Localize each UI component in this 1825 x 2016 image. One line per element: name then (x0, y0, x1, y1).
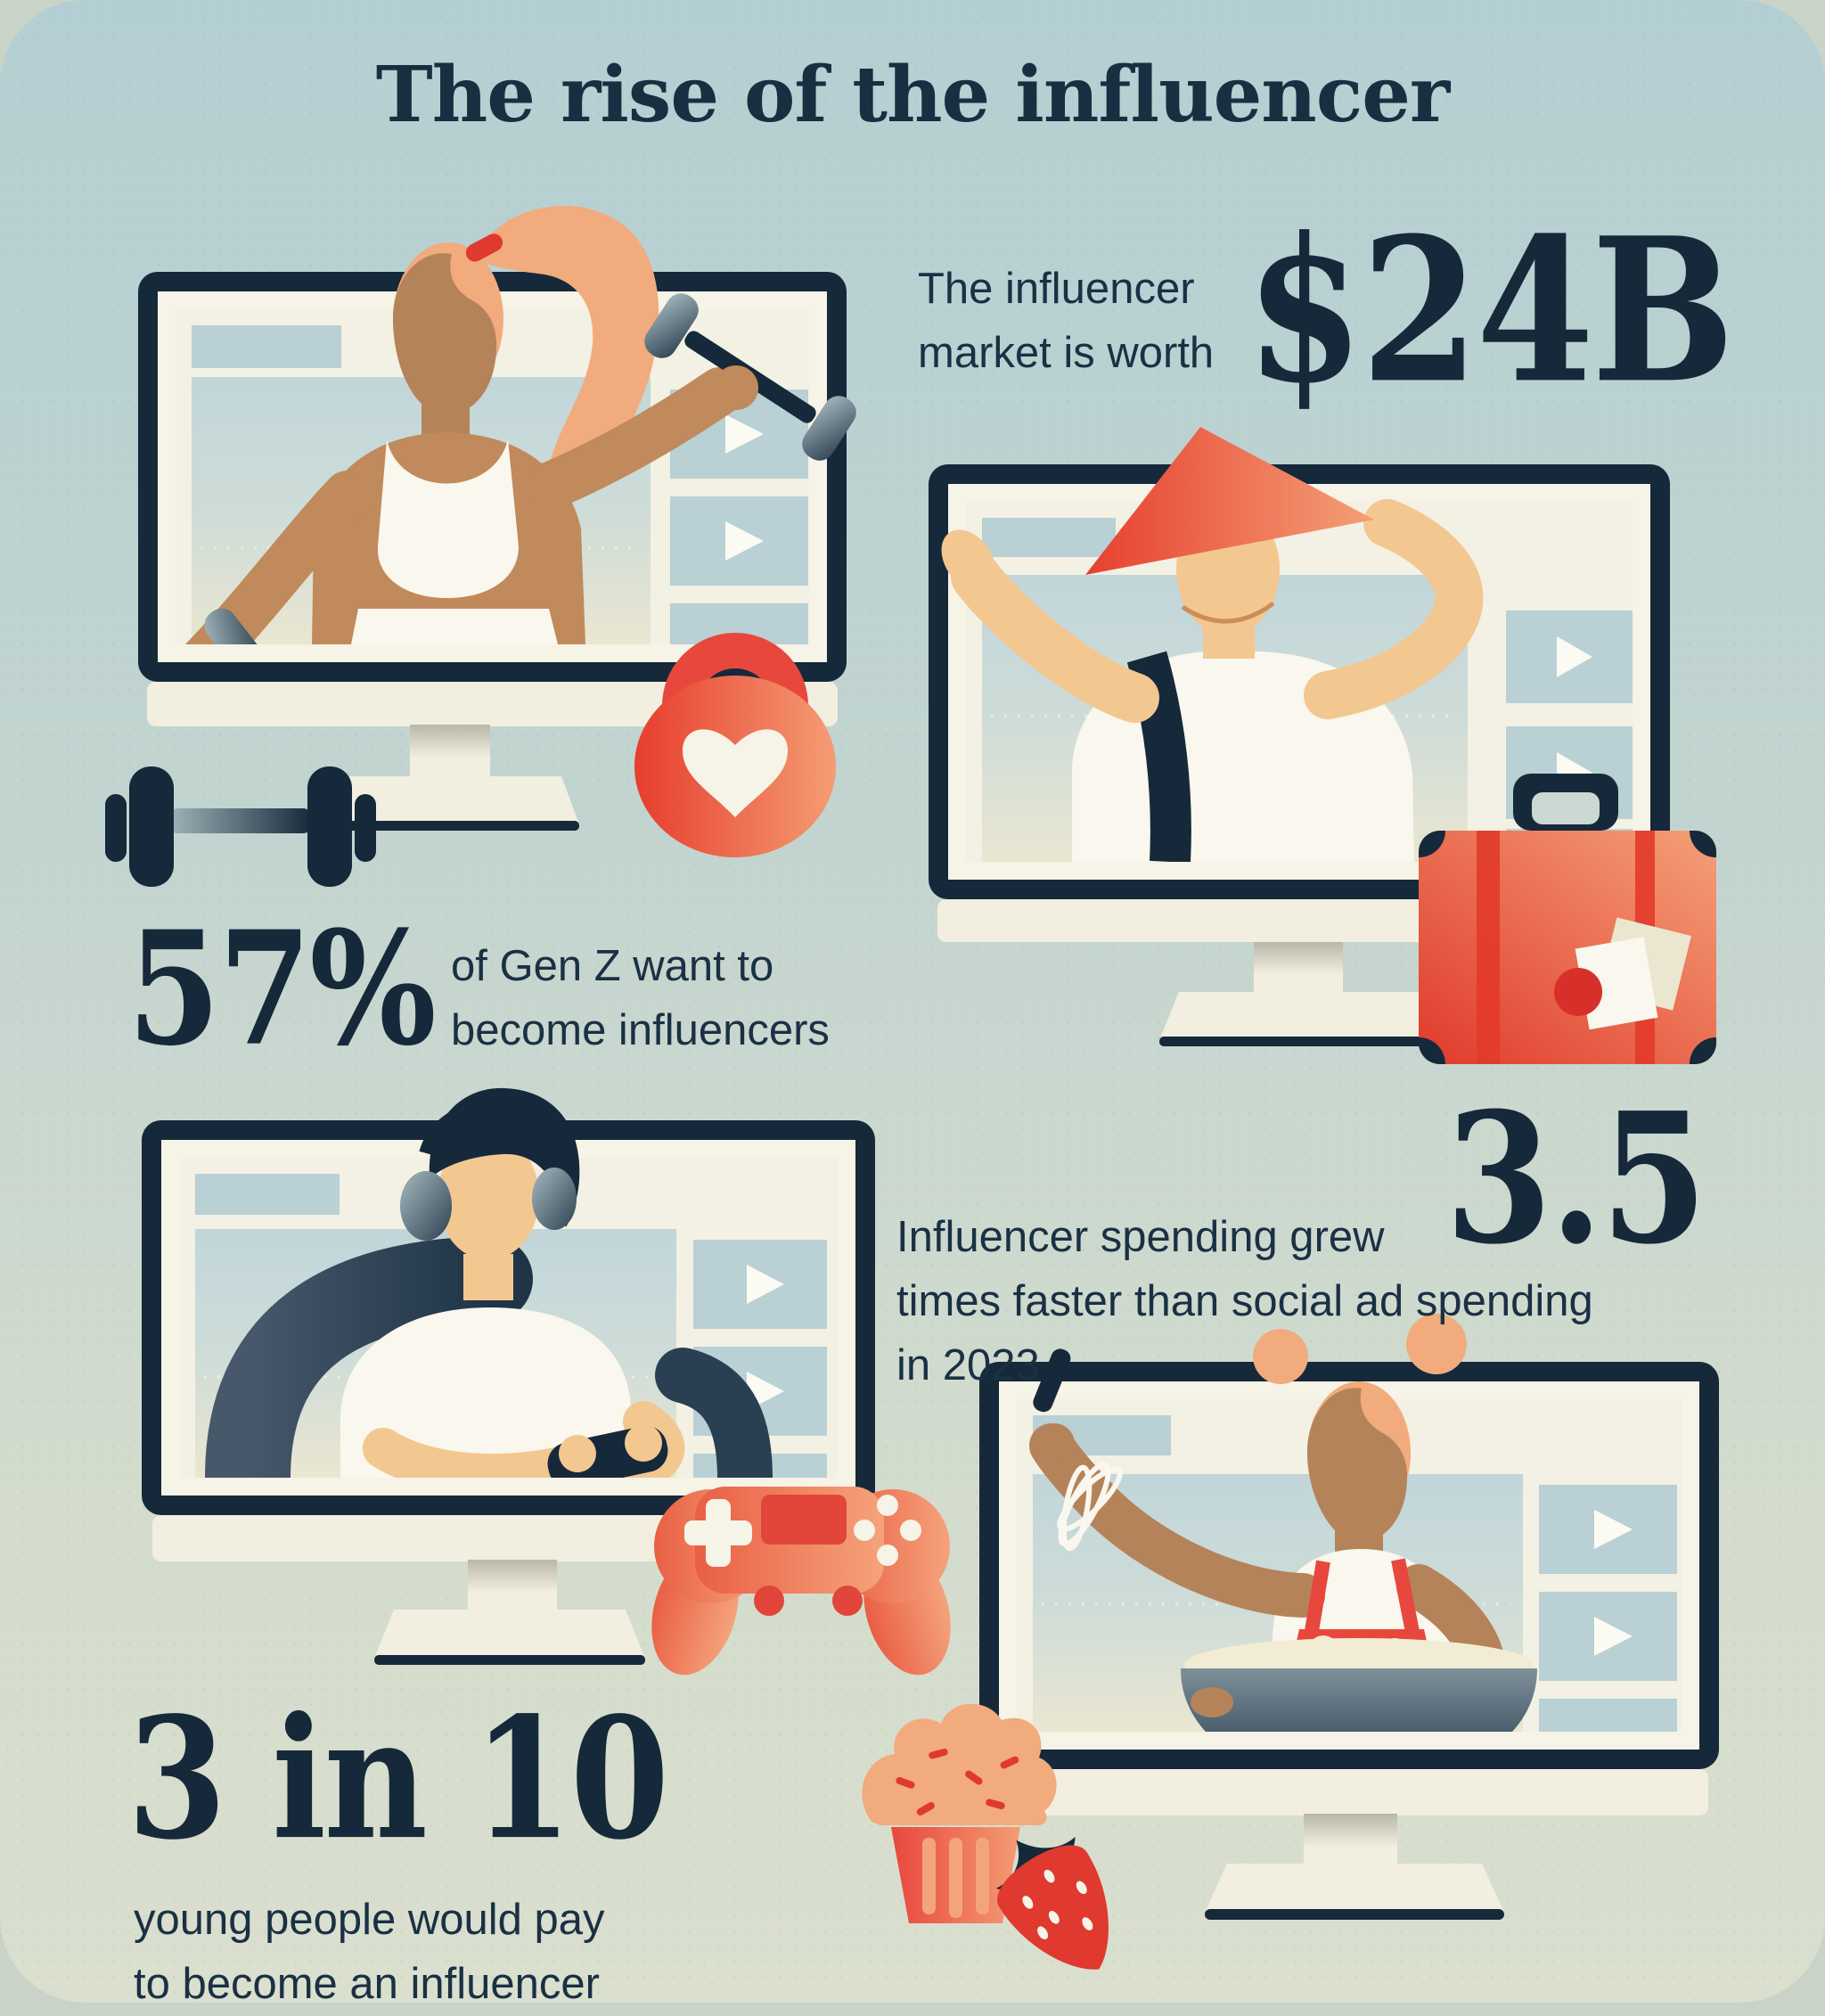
gaming-influencer-figure (205, 1087, 773, 1478)
hair-tie (465, 234, 503, 262)
skirt (351, 609, 558, 644)
button (900, 1520, 921, 1541)
hand (625, 1424, 662, 1462)
conical-hat-icon (1085, 427, 1374, 575)
whisk-icon (1033, 1348, 1123, 1552)
face (393, 253, 497, 415)
page-title: The rise of the influencer (375, 50, 1450, 140)
play-icon (1594, 1510, 1633, 1549)
scene-cooking-influencer (862, 1314, 1719, 1970)
gaming-chair (205, 1236, 533, 1478)
button (877, 1495, 898, 1516)
hand (559, 1435, 596, 1472)
hand (941, 529, 996, 592)
ponytail (477, 206, 659, 492)
button (854, 1520, 875, 1541)
neck (1335, 1503, 1383, 1553)
hair (429, 1087, 580, 1227)
scene-gaming-influencer (142, 1087, 951, 1676)
thumbstick (754, 1586, 784, 1616)
arm-on-hat (1304, 499, 1484, 719)
play-icon (1594, 1617, 1633, 1656)
cooking-influencer-figure (1029, 1314, 1537, 1732)
chin-strap (1181, 601, 1275, 624)
neck (421, 386, 470, 438)
stat-genz-value: 57% (127, 897, 437, 1081)
play-icon (747, 1265, 784, 1304)
neck (463, 1254, 513, 1300)
dpad-icon (684, 1520, 752, 1545)
play-icon (725, 521, 764, 561)
t-shirt (340, 1307, 631, 1478)
video-thumbnail (1539, 1699, 1677, 1732)
sports-top (377, 439, 519, 598)
right-arm (527, 367, 744, 510)
stat-market-label: The influencer market is worth (918, 265, 1215, 378)
whisk-arm (1029, 1423, 1325, 1618)
batter (1380, 1638, 1409, 1667)
headphone-earcup (400, 1171, 452, 1241)
hand (714, 365, 758, 410)
game-controller-icon (651, 1487, 951, 1676)
apron-strap (1304, 1560, 1330, 1638)
batter (1308, 1635, 1338, 1666)
hand (1191, 1687, 1233, 1717)
batter (1242, 1643, 1271, 1672)
batter (1444, 1647, 1469, 1672)
hair-bun (1253, 1329, 1308, 1384)
touchpad (761, 1495, 847, 1545)
play-icon (725, 414, 764, 454)
headphone-earcup (532, 1168, 577, 1230)
muffin-icon (862, 1703, 1057, 1923)
stat-genz-label: of Gen Z want to become influencers (451, 942, 830, 1055)
gaming-chair (655, 1348, 773, 1478)
browser-tab (192, 325, 341, 368)
scene-travel-influencer (929, 427, 1716, 1064)
suitcase-icon (1419, 774, 1716, 1064)
kettlebell-heart-icon (634, 633, 836, 857)
browser-tab (195, 1174, 340, 1215)
fitness-influencer-figure (184, 206, 856, 644)
mixing-bowl-icon (1181, 1668, 1537, 1732)
left-arm (184, 471, 372, 644)
sticker (1554, 968, 1602, 1016)
monitor-stand (990, 1769, 1708, 1920)
stat-spending-label: Influencer spending grew times faster th… (896, 1213, 1593, 1390)
button (877, 1545, 898, 1566)
hand (1034, 1423, 1075, 1464)
stat-pay-label: young people would pay to become an infl… (134, 1896, 605, 2009)
stat-pay-value: 3 in 10 (127, 1680, 669, 1877)
apron-strap (1391, 1558, 1420, 1638)
scene-fitness-influencer (105, 206, 856, 887)
dumbbell-icon (204, 608, 261, 644)
strawberry-icon (995, 1837, 1109, 1970)
heart-icon (683, 729, 788, 817)
backpack-strap (1126, 651, 1191, 862)
browser-tab (982, 518, 1116, 557)
hair-bun (1406, 1314, 1467, 1374)
thumbstick (832, 1586, 863, 1616)
play-icon (1557, 636, 1592, 677)
face (438, 1134, 539, 1260)
travel-influencer-figure (941, 427, 1484, 862)
stat-market-value: $24B (1246, 194, 1735, 428)
dumbbell-icon (105, 766, 376, 887)
stat-spending-value: 3.5 (1445, 1072, 1707, 1284)
